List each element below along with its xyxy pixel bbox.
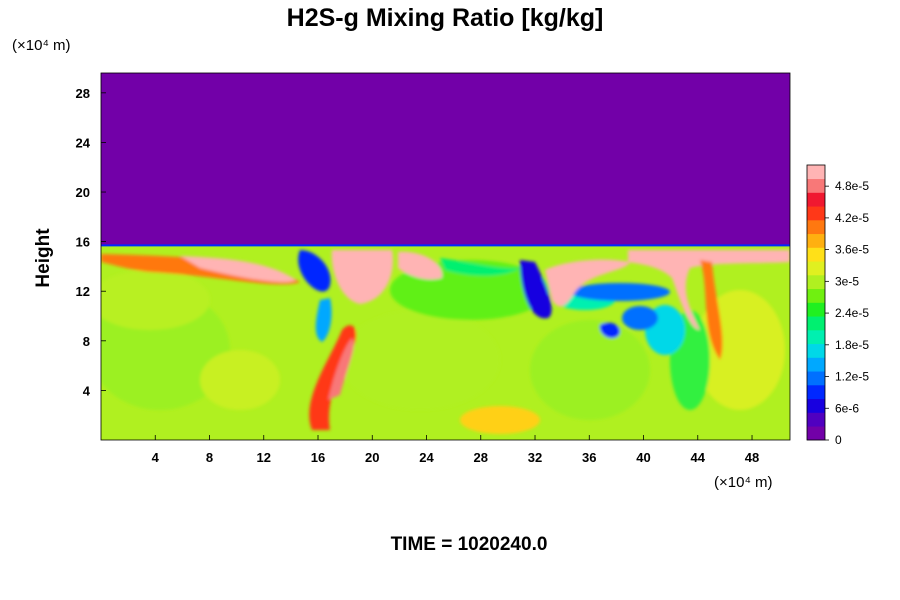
x-tick-label: 4 — [152, 450, 160, 465]
field-feature-24 — [628, 250, 790, 330]
colorbar-segment — [807, 302, 825, 317]
y-tick-label: 28 — [76, 86, 90, 101]
field-feature-13 — [298, 250, 331, 292]
x-tick-label: 8 — [206, 450, 213, 465]
colorbar-segment — [807, 275, 825, 290]
field-feature-14 — [520, 260, 552, 319]
y-tick-label: 8 — [83, 334, 90, 349]
colorbar-segment — [807, 316, 825, 331]
field-feature-10 — [570, 283, 670, 301]
x-tick-label: 12 — [257, 450, 271, 465]
field-feature-2 — [340, 310, 500, 410]
x-tick-label: 48 — [745, 450, 759, 465]
y-tick-label: 12 — [76, 284, 90, 299]
field-feature-25 — [440, 258, 520, 276]
colorbar-segment — [807, 426, 825, 441]
colorbar-tick-label: 4.2e-5 — [835, 211, 869, 225]
field-feature-4 — [530, 320, 650, 420]
colorbar-segment — [807, 261, 825, 276]
colorbar-tick-label: 0 — [835, 433, 842, 447]
colorbar-tick-label: 2.4e-5 — [835, 306, 869, 320]
field-feature-15 — [599, 322, 620, 339]
colorbar-segment — [807, 247, 825, 262]
field-feature-18 — [328, 338, 354, 400]
colorbar-tick-label: 3e-5 — [835, 274, 859, 288]
colorbar-segment — [807, 385, 825, 400]
colorbar-segment — [807, 220, 825, 235]
colorbar-tick-label: 4.8e-5 — [835, 179, 869, 193]
field-feature-21 — [331, 250, 393, 304]
colorbar-segment — [807, 398, 825, 413]
x-tick-label: 44 — [691, 450, 706, 465]
colorbar-segment — [807, 357, 825, 372]
y-tick-label: 16 — [76, 235, 90, 250]
colorbar-segment — [807, 412, 825, 427]
colorbar: 0 6e-6 1.2e-5 1.8e-5 2.4e-5 3e-5 3.6e-5 4.2e-5 4… — [806, 164, 869, 447]
time-annotation: TIME = 1020240.0 — [391, 534, 548, 555]
field-feature-23 — [545, 259, 630, 307]
colorbar-segment — [807, 288, 825, 303]
y-axis-ticks: 4 8 12 16 20 24 28 — [76, 86, 106, 398]
y-tick-label: 4 — [83, 383, 91, 398]
colorbar-segment — [807, 192, 825, 207]
colorbar-frame — [806, 164, 826, 441]
x-tick-label: 24 — [419, 450, 434, 465]
y-axis-unit: (×10⁴ m) — [12, 37, 71, 54]
colorbar-segment — [807, 178, 825, 193]
colorbar-tick-label: 1.2e-5 — [835, 370, 869, 384]
colorbar-tick-label: 1.8e-5 — [835, 338, 869, 352]
colorbar-segment — [807, 233, 825, 248]
field-feature-6 — [200, 350, 280, 410]
plot-frame — [100, 72, 791, 441]
field-feature-26 — [700, 260, 723, 360]
chart-title: H2S-g Mixing Ratio [kg/kg] — [287, 4, 604, 32]
colorbar-segment — [807, 206, 825, 221]
x-tick-label: 40 — [636, 450, 650, 465]
x-tick-label: 16 — [311, 450, 325, 465]
plot-area — [101, 73, 790, 440]
field-feature-1 — [101, 270, 210, 330]
x-tick-label: 32 — [528, 450, 542, 465]
y-tick-label: 24 — [76, 135, 91, 150]
x-tick-label: 36 — [582, 450, 596, 465]
colorbar-segment — [807, 371, 825, 386]
colorbar-tick-label: 3.6e-5 — [835, 243, 869, 257]
x-tick-label: 20 — [365, 450, 379, 465]
x-axis-unit: (×10⁴ m) — [714, 474, 773, 491]
colorbar-segment — [807, 330, 825, 345]
colorbar-segment — [807, 343, 825, 358]
field-feature-7 — [460, 406, 540, 434]
x-tick-label: 28 — [474, 450, 488, 465]
colorbar-tick-label: 6e-6 — [835, 401, 859, 415]
field-feature-12 — [622, 306, 658, 330]
y-tick-label: 20 — [76, 185, 90, 200]
field-feature-20 — [180, 256, 296, 283]
field-feature-16 — [315, 298, 332, 342]
colorbar-segment — [807, 165, 825, 180]
x-axis-ticks: 4 8 12 16 20 24 28 32 36 40 44 48 — [152, 435, 759, 465]
field-feature-22 — [398, 251, 443, 280]
y-axis-label: Height — [33, 228, 54, 288]
